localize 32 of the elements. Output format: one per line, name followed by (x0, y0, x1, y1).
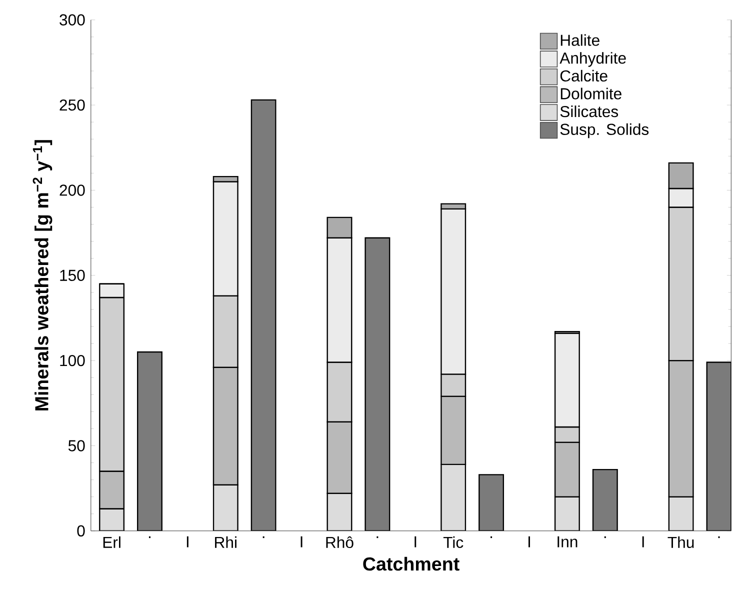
x-axis-title: Catchment (363, 557, 460, 571)
y-tick-label: 250 (60, 100, 85, 111)
y-tick-label: 100 (60, 355, 85, 366)
x-tick-label: Tic (443, 536, 464, 548)
x-tick-label: I (528, 536, 530, 548)
x-tick-label: Erl (103, 536, 120, 548)
x-tick-label: . (490, 536, 492, 538)
legend-label: Silicates (560, 106, 618, 118)
x-tick-label: I (414, 536, 416, 548)
y-tick-label: 50 (68, 440, 85, 452)
y-tick-label: 200 (60, 184, 85, 196)
x-tick-label: Inn (558, 536, 578, 548)
legend-label: Dolomite (560, 88, 622, 100)
x-tick-label: I (186, 536, 188, 548)
legend-label: Susp. Solids (560, 124, 649, 138)
x-tick-label: . (604, 536, 606, 538)
x-tick-label: I (300, 536, 302, 548)
y-tick-label: 0 (77, 526, 85, 537)
legend-label: Anhydrite (560, 52, 626, 68)
x-tick-label: . (148, 536, 150, 538)
x-tick-label: Rhô (326, 536, 354, 548)
legend-label: Calcite (560, 70, 608, 82)
y-tick-label: 150 (60, 270, 85, 282)
x-tick-label: Thu (668, 536, 694, 548)
y-tick-label: 300 (60, 14, 85, 26)
x-tick-label: . (262, 536, 264, 538)
legend-label: Halite (560, 34, 600, 46)
y-axis-title: Minerals weathered [g m$^{−2}$ y$^{−1}$] (32, 140, 52, 411)
x-tick-label: . (376, 536, 378, 538)
x-tick-label: . (718, 536, 720, 538)
x-tick-label: Rhi (215, 536, 236, 548)
x-tick-label: I (642, 536, 644, 548)
